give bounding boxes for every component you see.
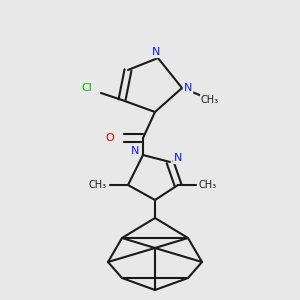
Text: O: O [106, 133, 114, 143]
Text: Cl: Cl [82, 83, 92, 93]
Text: N: N [174, 153, 182, 163]
Text: CH₃: CH₃ [201, 95, 219, 105]
Text: N: N [184, 83, 192, 93]
Text: CH₃: CH₃ [89, 180, 107, 190]
Text: N: N [152, 47, 160, 57]
Text: N: N [131, 146, 139, 156]
Text: CH₃: CH₃ [199, 180, 217, 190]
